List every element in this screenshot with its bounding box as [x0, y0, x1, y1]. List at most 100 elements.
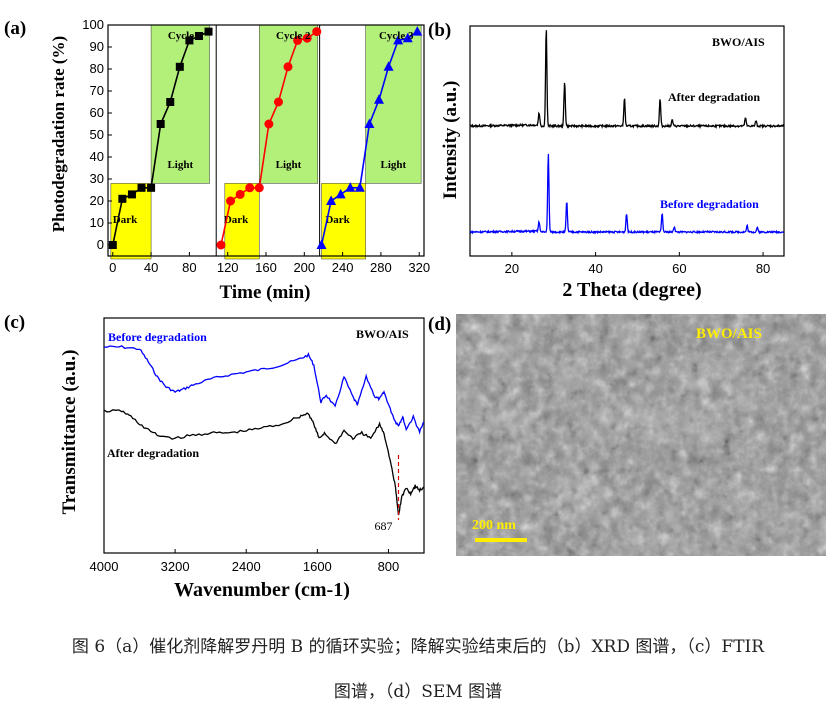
panel-c-title: BWO/AIS [356, 327, 409, 341]
y-tick-label: 60 [90, 105, 104, 120]
y-tick-label: 90 [90, 39, 104, 54]
x-tick-label: 0 [109, 260, 116, 275]
data-point [166, 98, 175, 106]
x-tick-label: 20 [505, 261, 519, 276]
series-name: After degradation [668, 90, 760, 104]
y-tick-label: 80 [90, 61, 104, 76]
ftir-spectrum-after [103, 409, 425, 516]
x-tick-label: 320 [408, 260, 430, 275]
plot-frame [469, 25, 785, 257]
region-light-1 [150, 24, 210, 184]
panel-c-label: (c) [4, 312, 25, 333]
panel-b: 20 40 60 80 After degradation Before degradat… [469, 25, 785, 276]
x-tick-label: 800 [378, 559, 400, 574]
data-point [316, 239, 327, 249]
region-label: Light [167, 159, 193, 171]
y-tick-label: 100 [82, 17, 104, 32]
series-name: Before degradation [660, 197, 759, 211]
region-label: Light [381, 159, 407, 171]
x-tick-label: 4000 [90, 559, 119, 574]
sem-label: BWO/AIS [696, 326, 762, 342]
x-tick-label: 200 [293, 260, 315, 275]
data-point [245, 183, 255, 193]
data-point [175, 62, 184, 71]
x-tick-label: 2400 [232, 559, 261, 574]
data-point [345, 182, 356, 192]
ftir-spectrum-before [103, 345, 425, 435]
x-tick-label: 120 [217, 260, 239, 275]
data-point [156, 120, 165, 128]
data-point [194, 32, 203, 40]
data-point [254, 183, 264, 193]
data-point [204, 27, 213, 36]
data-point [412, 26, 423, 36]
data-point [302, 33, 312, 43]
scale-bar-label: 200 nm [472, 518, 516, 533]
region-label: Dark [325, 214, 350, 226]
panel-a-xlabel: Time (min) [220, 282, 311, 303]
data-point [393, 34, 404, 45]
panel-b-label: (b) [428, 20, 451, 41]
x-tick-label: 80 [182, 260, 196, 275]
y-tick-label: 50 [90, 127, 104, 142]
peak-annotation: 687 [374, 519, 392, 533]
data-point [226, 196, 236, 206]
panel-b-xlabel: 2 Theta (degree) [562, 279, 701, 301]
x-tick-label: 280 [370, 260, 392, 275]
series-name: Cycle 1 [168, 30, 203, 42]
data-point [383, 61, 394, 71]
panel-b-ylabel: Intensity (a.u.) [440, 81, 461, 200]
panel-c-xlabel: Wavenumber (cm-1) [174, 579, 350, 601]
x-tick-label: 40 [144, 260, 158, 275]
panel-c: 4000 3200 2400 1600 800 Before degradation Aft… [90, 317, 425, 574]
x-tick-label: 3200 [161, 559, 190, 574]
x-tick-label: 80 [756, 261, 770, 276]
x-tick-label: 160 [255, 260, 277, 275]
data-point [402, 32, 413, 43]
panel-a-label: (a) [4, 18, 26, 39]
panel-b-title: BWO/AIS [712, 35, 765, 49]
series-name: After degradation [107, 446, 199, 460]
series-name: Cycle 3 [379, 30, 414, 42]
caption-line-2: 图谱，（d）SEM 图谱 [333, 682, 503, 702]
data-point [235, 189, 245, 199]
data-point [108, 241, 117, 249]
x-tick-label: 60 [672, 261, 686, 276]
data-point [137, 183, 146, 192]
data-point [335, 188, 346, 199]
data-point [354, 182, 365, 192]
sem-image [456, 314, 826, 556]
xrd-pattern-before [469, 153, 785, 235]
data-point [216, 240, 226, 250]
data-point [373, 94, 384, 104]
y-tick-label: 70 [90, 83, 104, 98]
y-tick-label: 30 [90, 171, 104, 186]
panel-c-ylabel: Transmittance (a.u.) [59, 350, 80, 515]
caption-line-1: 图 6（a）催化剂降解罗丹明 B 的循环实验；降解实验结束后的（b）XRD 图谱… [71, 637, 765, 657]
data-point [127, 190, 136, 199]
region-label: Light [276, 159, 302, 171]
x-tick-label: 1600 [303, 559, 332, 574]
y-tick-label: 10 [90, 215, 104, 230]
data-point [283, 62, 293, 72]
data-point [326, 195, 337, 205]
y-tick-label: 40 [90, 149, 104, 164]
plot-frame [103, 317, 425, 554]
y-tick-label: 20 [90, 193, 104, 208]
series-name: Cycle 2 [276, 30, 311, 42]
data-point [312, 27, 322, 37]
region-label: Dark [224, 214, 249, 226]
y-tick-label: 0 [97, 237, 104, 252]
data-point [147, 183, 156, 192]
data-point [264, 119, 274, 129]
data-point [293, 35, 303, 45]
scale-bar [475, 538, 527, 542]
xrd-pattern-after [469, 30, 785, 130]
data-point [118, 194, 127, 203]
x-tick-label: 40 [588, 261, 602, 276]
panel-d-label: (d) [428, 314, 451, 335]
region-light-3 [259, 24, 318, 184]
series-name: Before degradation [108, 330, 207, 344]
